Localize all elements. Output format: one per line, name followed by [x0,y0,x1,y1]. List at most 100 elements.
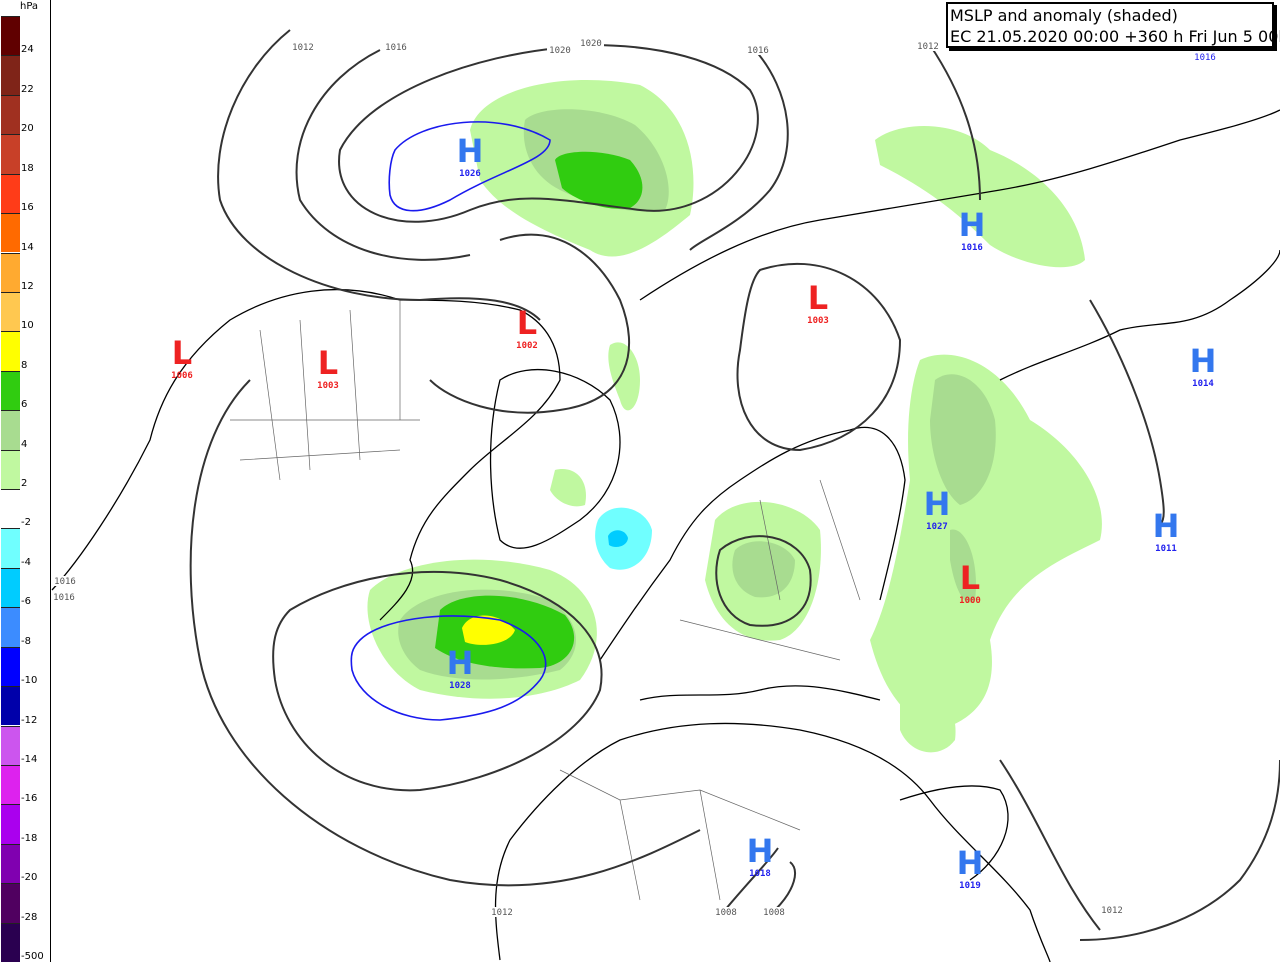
pressure-value: 1006 [171,371,193,381]
legend-swatch [1,94,20,135]
map-title-box: MSLP and anomaly (shaded) EC 21.05.2020 … [946,2,1280,48]
isobar-label-background [52,576,78,586]
isobar-labels: 1012 1016 1020 1020 1016 1012 1016 1016 1016 1012… [51,38,1218,918]
legend-label: 10 [21,320,34,332]
legend-swatch [1,843,20,884]
low-pressure-marker: L [808,279,828,317]
isobar-label: 1012 [491,908,513,918]
isobar-label: 1016 [1194,53,1216,63]
positive-anomaly-area [608,342,640,411]
isobar-label: 1020 [580,39,602,49]
coastline-mediterranean [639,685,881,701]
isobar-label-background [547,45,573,55]
high-pressure-marker: H [924,485,951,523]
isobar-africa [999,759,1280,941]
isobar-label: 1008 [763,908,785,918]
legend-label: 22 [21,83,34,95]
coastline-europe [599,426,906,661]
legend-label: -500 [21,951,44,962]
isobar-label-background [713,907,739,917]
legend-swatch [1,291,20,332]
pressure-value: 1002 [516,341,538,351]
legend-swatch [1,804,20,844]
coastline-north-america [51,288,561,621]
isobar-1020 [338,44,759,223]
positive-anomaly-area [900,687,956,753]
pressure-value: 1028 [449,681,471,691]
low-pressure-marker: L [960,559,980,597]
legend-label: -28 [21,911,38,923]
anomaly-shading [367,80,1102,753]
pressure-value: 1019 [959,881,981,891]
legend-swatch [1,725,20,765]
legend-label: -4 [21,556,31,568]
isobar-1024-atlantic [350,615,547,721]
legend-label: 24 [21,44,34,56]
legend-unit: hPa [20,1,39,12]
coastline-greenland [489,368,621,549]
legend-label: -10 [21,675,38,687]
isobar-1012-atlantic [189,379,701,887]
isobar-label: 1020 [549,46,571,56]
isobar-pacific [1089,299,1165,526]
legend-label: -12 [21,714,38,726]
isobar-siberia [736,262,902,452]
high-pressure-marker: H [1190,342,1217,380]
legend-swatch [1,134,20,174]
positive-anomaly-area [930,374,996,505]
isobar-label-background [745,45,771,55]
isobar-1024-north [388,121,551,212]
isobar-1016-atlantic [272,570,603,792]
isobar-label: 1012 [917,42,939,52]
low-pressure-marker: L [172,334,192,372]
coastlines [51,109,1280,962]
legend-label: 14 [21,241,34,253]
weather-map: 1012 1016 1020 1020 1016 1012 1016 1016 1016 1012… [51,29,1280,962]
map-title: MSLP and anomaly (shaded) [950,6,1178,25]
legend-label: -14 [21,753,38,765]
positive-anomaly-area [462,615,515,645]
high-pressure-marker: H [959,206,986,244]
legend-label: 12 [21,280,34,292]
high-pressure-marker: H [457,132,484,170]
high-pressure-marker: H [447,644,474,682]
anomaly-centers-outline [350,121,551,721]
pressure-value: 1000 [959,596,981,606]
legend-swatch [1,646,20,687]
isobar-label-background [1192,52,1218,62]
legend-swatch [1,449,20,489]
pressure-value: 1027 [926,522,948,532]
isobar-europe [715,535,812,627]
borders [230,300,861,901]
legend-label: 20 [21,123,34,135]
isobar-1016 [295,49,471,261]
legend-swatch [1,686,20,726]
isobar-label-background [1099,905,1125,915]
low-pressure-marker: L [318,344,338,382]
legend-label: -20 [21,872,38,884]
pressure-value: 1016 [961,243,983,253]
low-pressure-marker: L [517,304,537,342]
isobar-label-background [489,907,515,917]
legend-label: -6 [21,596,31,608]
legend-label: -16 [21,793,38,805]
legend-swatch [1,213,20,253]
legend-swatch [1,331,20,371]
legend-swatch [1,764,20,805]
legend-swatch [1,883,20,923]
isobar-label: 1016 [747,46,769,56]
legend-label: -8 [21,635,31,647]
isobar-label: 1012 [1101,906,1123,916]
isobar-label: 1016 [385,43,407,53]
isobar-label-background [915,41,941,51]
positive-anomaly-area [870,354,1102,730]
legend-label: -18 [21,832,38,844]
pressure-value: 1003 [317,381,339,391]
legend-swatch [1,370,20,411]
pressure-value: 1018 [749,869,771,879]
coastline-arabia [899,785,1009,881]
coastline-asia-east [999,249,1280,381]
isobar-arctic [429,233,631,414]
legend-swatch [1,16,20,56]
